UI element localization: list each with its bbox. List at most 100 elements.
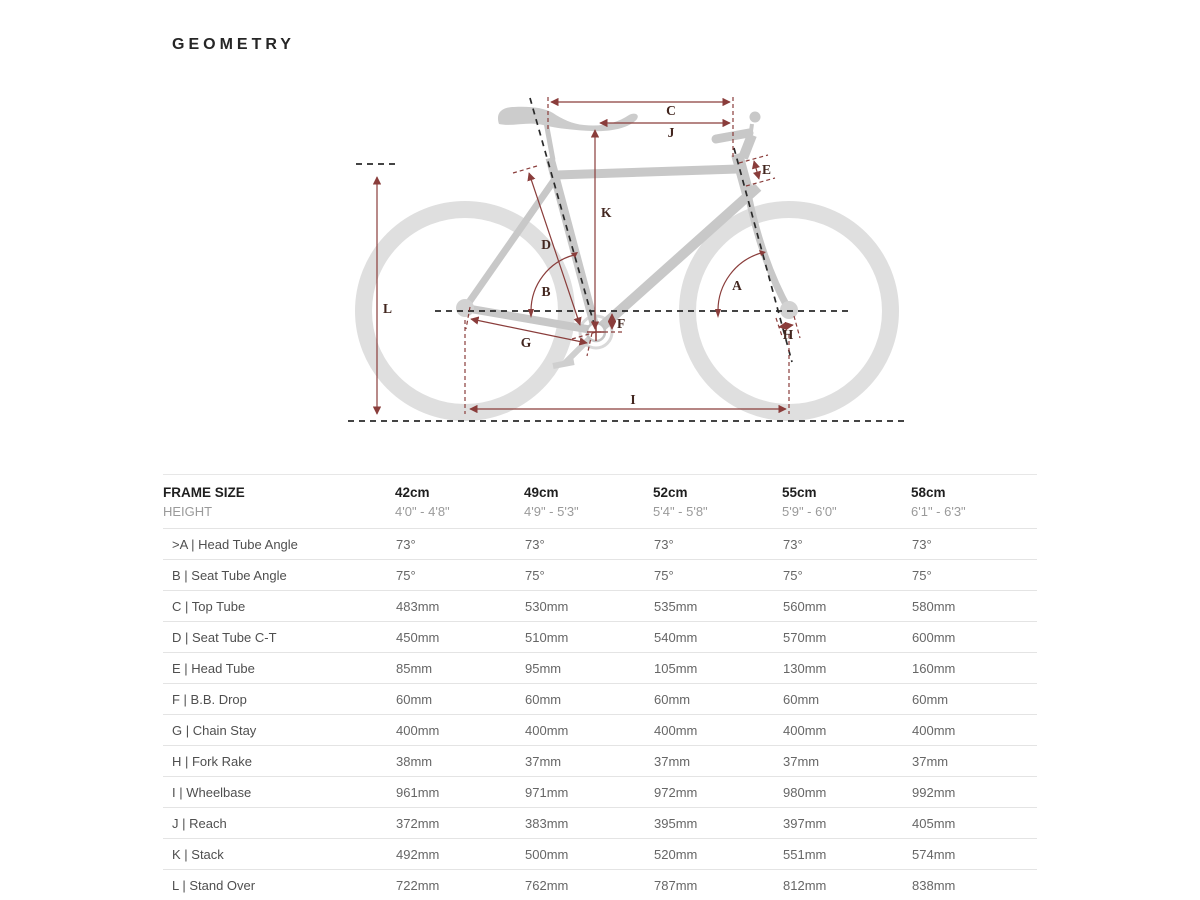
row-label: D | Seat Tube C-T bbox=[163, 621, 395, 653]
row-value: 372mm bbox=[395, 807, 524, 839]
table-row: H | Fork Rake 38mm 37mm 37mm 37mm 37mm bbox=[163, 745, 1037, 777]
row-value: 787mm bbox=[654, 877, 698, 893]
height-value: 4'0" - 4'8" bbox=[395, 502, 524, 529]
row-value: 500mm bbox=[524, 838, 653, 870]
label-F: F bbox=[617, 316, 625, 331]
height-value: 5'4" - 5'8" bbox=[653, 502, 782, 529]
row-label: >A | Head Tube Angle bbox=[163, 528, 395, 560]
row-value: 574mm bbox=[911, 838, 1037, 870]
geometry-table: FRAME SIZE 42cm 49cm 52cm 55cm 58cm HEIG… bbox=[163, 474, 1037, 900]
stem bbox=[738, 133, 757, 160]
row-value: 130mm bbox=[782, 652, 911, 684]
seat-post bbox=[543, 121, 556, 161]
row-value: 37mm bbox=[911, 745, 1037, 777]
height-value: 4'9" - 5'3" bbox=[524, 502, 653, 529]
row-value: 383mm bbox=[524, 807, 653, 839]
row-value: 395mm bbox=[653, 807, 782, 839]
table-row: I | Wheelbase 961mm 971mm 972mm 980mm 992mm bbox=[163, 776, 1037, 808]
row-value: 73° bbox=[653, 528, 782, 560]
top-tube bbox=[555, 164, 739, 180]
row-value: 73° bbox=[911, 528, 1037, 560]
table-row: K | Stack 492mm 500mm 520mm 551mm 574mm bbox=[163, 838, 1037, 870]
down-tube bbox=[594, 183, 762, 334]
rear-hub bbox=[456, 299, 474, 317]
pedal bbox=[552, 359, 575, 369]
dimension-helper-lines bbox=[464, 97, 801, 414]
dimension-lines bbox=[372, 97, 794, 415]
row-value: 580mm bbox=[911, 590, 1037, 622]
row-value: 37mm bbox=[782, 745, 911, 777]
bell-mount bbox=[749, 123, 754, 132]
table-row: >A | Head Tube Angle 73° 73° 73° 73° 73° bbox=[163, 528, 1037, 560]
bike-geometry-diagram: C J K E D B A F G H I L bbox=[348, 97, 906, 422]
label-H: H bbox=[783, 327, 794, 342]
front-hub bbox=[780, 301, 798, 319]
row-value: 60mm bbox=[782, 683, 911, 715]
row-value: 560mm bbox=[782, 590, 911, 622]
label-A: A bbox=[732, 278, 742, 293]
row-value: 60mm bbox=[395, 683, 524, 715]
table-row: J | Reach 372mm 383mm 395mm 397mm 405mm bbox=[163, 807, 1037, 839]
row-value: 37mm bbox=[524, 745, 653, 777]
row-value: 400mm bbox=[395, 714, 524, 746]
row-value: 405mm bbox=[911, 807, 1037, 839]
dim-B-seat-angle-arc bbox=[530, 254, 575, 312]
row-value: 73° bbox=[395, 528, 524, 560]
row-label: J | Reach bbox=[163, 807, 395, 839]
row-value: 160mm bbox=[911, 652, 1037, 684]
reference-lines bbox=[348, 97, 906, 422]
dim-G-chain-stay bbox=[470, 316, 588, 346]
label-B: B bbox=[541, 284, 550, 299]
row-value: 400mm bbox=[653, 714, 782, 746]
page-title: GEOMETRY bbox=[172, 36, 295, 53]
row-value: 73° bbox=[782, 528, 911, 560]
row-value: 492mm bbox=[395, 838, 524, 870]
row-value: 400mm bbox=[782, 714, 911, 746]
row-value: 530mm bbox=[524, 590, 653, 622]
row-value: 483mm bbox=[395, 590, 524, 622]
arc-arrowheads bbox=[528, 250, 766, 318]
row-value: 510mm bbox=[524, 621, 653, 653]
row-value: 722mm bbox=[396, 877, 440, 893]
table-row: D | Seat Tube C-T 450mm 510mm 540mm 570mm 600… bbox=[163, 621, 1037, 653]
dim-A-head-angle-arc bbox=[717, 252, 762, 312]
row-label: C | Top Tube bbox=[163, 590, 395, 622]
row-label: K | Stack bbox=[163, 838, 395, 870]
dimension-labels: C J K E D B A F G H I L bbox=[383, 103, 794, 407]
row-value: 397mm bbox=[782, 807, 911, 839]
row-label: L | Stand Over bbox=[172, 877, 256, 893]
table-row: L | Stand Over 722mm 762mm 787mm 812mm 838mm bbox=[163, 870, 1037, 900]
row-value: 838mm bbox=[912, 877, 956, 893]
label-K: K bbox=[601, 205, 612, 220]
row-value: 60mm bbox=[524, 683, 653, 715]
row-value: 105mm bbox=[653, 652, 782, 684]
table-row: C | Top Tube 483mm 530mm 535mm 560mm 580mm bbox=[163, 590, 1037, 622]
label-J: J bbox=[668, 125, 675, 140]
column-header: 55cm bbox=[782, 485, 817, 500]
row-value: 75° bbox=[653, 559, 782, 591]
row-value: 972mm bbox=[653, 776, 782, 808]
column-header: 49cm bbox=[524, 485, 559, 500]
bike-silhouette bbox=[355, 106, 899, 421]
row-value: 600mm bbox=[911, 621, 1037, 653]
column-header: 52cm bbox=[653, 485, 688, 500]
row-value: 992mm bbox=[911, 776, 1037, 808]
row-value: 812mm bbox=[783, 877, 827, 893]
column-header: 42cm bbox=[395, 485, 430, 500]
table-row: B | Seat Tube Angle 75° 75° 75° 75° 75° bbox=[163, 559, 1037, 591]
row-value: 60mm bbox=[911, 683, 1037, 715]
label-E: E bbox=[762, 162, 771, 177]
row-value: 450mm bbox=[395, 621, 524, 653]
head-tube bbox=[731, 152, 754, 196]
row-value: 75° bbox=[782, 559, 911, 591]
row-value: 37mm bbox=[653, 745, 782, 777]
row-value: 75° bbox=[911, 559, 1037, 591]
row-label: G | Chain Stay bbox=[163, 714, 395, 746]
label-G: G bbox=[521, 335, 532, 350]
row-value: 961mm bbox=[395, 776, 524, 808]
bell-icon bbox=[749, 111, 761, 123]
frame-size-header: FRAME SIZE bbox=[163, 485, 245, 500]
row-value: 75° bbox=[395, 559, 524, 591]
row-value: 570mm bbox=[782, 621, 911, 653]
row-value: 38mm bbox=[395, 745, 524, 777]
